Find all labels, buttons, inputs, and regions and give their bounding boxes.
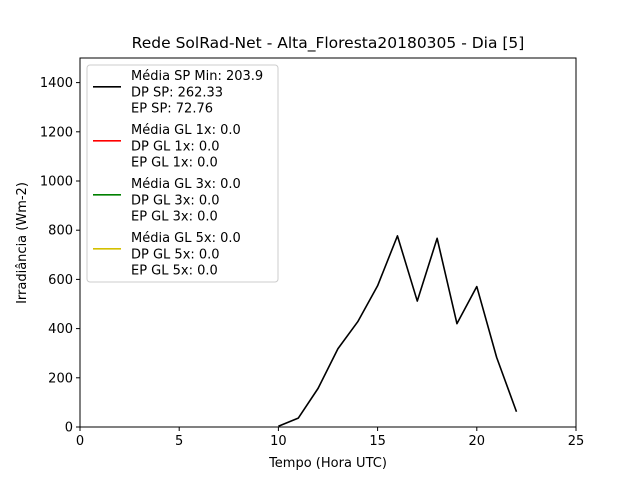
x-tick-label: 10 [270,434,287,449]
y-tick-label: 0 [65,421,73,436]
x-axis: 0 5 10 15 20 25 [76,427,584,449]
legend-entry-text: EP GL 5x: 0.0 [131,264,218,279]
legend-entry-text: Média SP Min: 203.9 [131,69,263,84]
plot-frame [79,57,577,428]
legend-entry-text: Média GL 1x: 0.0 [131,123,241,138]
legend-entry-text: DP GL 3x: 0.0 [131,193,220,208]
chart-title: Rede SolRad-Net - Alta_Floresta20180305 … [132,34,525,53]
plot-area [79,57,577,428]
legend-entry-text: EP GL 3x: 0.0 [131,210,218,225]
series-line-1 [278,235,518,428]
y-tick-label: 600 [48,273,73,288]
y-tick-label: 400 [48,322,73,337]
legend-entry-text: Média GL 5x: 0.0 [131,231,241,246]
x-tick-label: 25 [568,434,585,449]
y-axis: 0 200 400 600 800 1000 1200 1400 [40,76,80,436]
y-tick-label: 1400 [40,76,73,91]
legend-entry-text: EP GL 1x: 0.0 [131,156,218,171]
legend-box [86,64,279,283]
legend: Média SP Min: 203.9DP SP: 262.33 EP SP: 7… [86,64,279,283]
legend-entry-text: DP GL 5x: 0.0 [131,247,220,262]
x-tick-label: 5 [175,434,183,449]
legend-entry-text: DP SP: 262.33 [131,85,223,100]
x-tick-label: 20 [469,434,486,449]
legend-entry-text: EP SP: 72.76 [131,102,213,117]
x-tick-label: 15 [369,434,386,449]
x-tick-label: 0 [76,434,84,449]
legend-entry-text: DP GL 1x: 0.0 [131,139,220,154]
legend-entry-text: Média GL 3x: 0.0 [131,177,241,192]
y-axis-label: Irradiância (Wm-2) [15,182,30,304]
y-tick-label: 200 [48,371,73,386]
y-tick-label: 800 [48,224,73,239]
y-tick-label: 1200 [40,125,73,140]
series-layer [278,235,518,428]
y-tick-label: 1000 [40,175,73,190]
x-axis-label: Tempo (Hora UTC) [268,456,387,471]
